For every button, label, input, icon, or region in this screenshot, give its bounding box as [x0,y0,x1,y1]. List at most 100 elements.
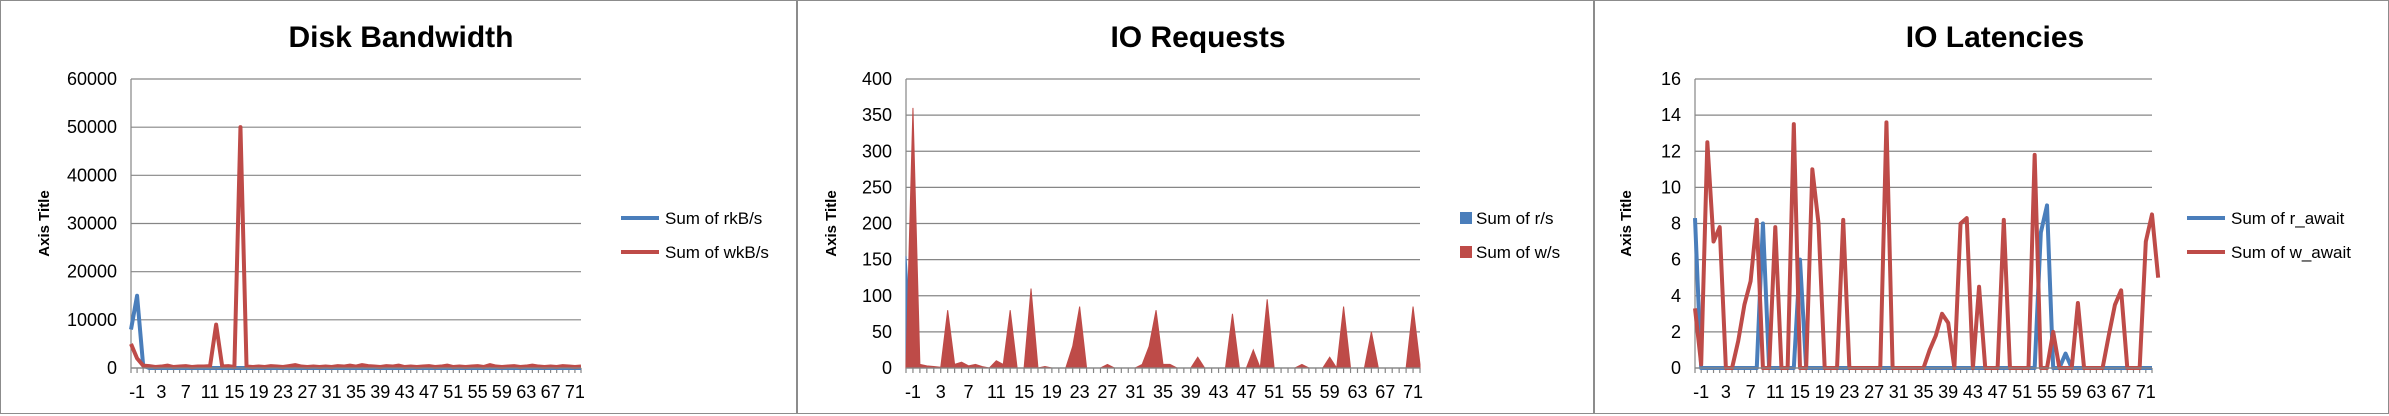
io-requests-x-tick-label: 3 [936,382,946,402]
io-latencies-y-tick-label: 2 [1671,322,1681,342]
io-requests-x-tick-label: 59 [1320,382,1340,402]
disk-bandwidth-x-tick-label: 71 [565,382,585,402]
io-latencies-x-tick-label: 3 [1721,382,1731,402]
disk-bandwidth-x-tick-label: 51 [443,382,463,402]
io-latencies-x-tick-label: 11 [1766,382,1785,402]
disk-bandwidth-y-tick-label: 40000 [67,165,117,185]
io-latencies-x-tick-label: 7 [1746,382,1756,402]
io-latencies-y-tick-label: 8 [1671,214,1681,234]
io-requests-legend-swatch [1460,246,1472,258]
io-requests-x-tick-label: 63 [1347,382,1367,402]
disk-bandwidth-x-tick-label: 3 [156,382,166,402]
io-latencies-x-tick-label: 43 [1963,382,1983,402]
disk-bandwidth-x-tick-label: 63 [516,382,536,402]
disk-bandwidth-legend-label: Sum of wkB/s [665,243,769,262]
io-latencies-x-tick-label: 59 [2062,382,2082,402]
io-requests-chart: IO Requests Axis Title 0 50 100 150 200 250 300 3… [823,21,1560,402]
disk-bandwidth-y-tick-label: 20000 [67,262,117,282]
io-latencies-y-tick-label: 16 [1661,69,1681,89]
io-requests-x-tick-label: 19 [1042,382,1062,402]
io-latencies-x-tick-label: 47 [1988,382,2008,402]
disk-bandwidth-x-tick-label: 7 [181,382,191,402]
io-latencies-y-tick-label: 4 [1671,286,1681,306]
io-requests-title: IO Requests [1110,21,1285,54]
io-latencies-x-tick-label: 63 [2086,382,2106,402]
io-requests-y-axis-title: Axis Title [823,190,840,256]
io-latencies-x-tick-label: 31 [1889,382,1909,402]
disk-bandwidth-y-tick-label: 30000 [67,214,117,234]
io-latencies-x-tick-label: -1 [1693,382,1709,402]
disk-bandwidth-x-tick-label: 27 [297,382,317,402]
io-requests-x-tick-label: 43 [1209,382,1229,402]
disk-bandwidth-y-axis-title: Axis Title [36,190,53,256]
io-latencies-y-tick-label: 10 [1661,177,1681,197]
io-requests-series-2-area [905,107,1421,370]
disk-bandwidth-x-tick-label: 43 [395,382,415,402]
io-latencies-y-tick-label: 12 [1661,141,1681,161]
disk-bandwidth-legend-label: Sum of rkB/s [665,209,762,228]
io-requests-legend-swatch [1460,212,1472,224]
io-requests-x-tick-label: -1 [905,382,921,402]
io-latencies-x-tick-label: 67 [2111,382,2131,402]
io-latencies-legend-label: Sum of w_await [2231,243,2351,262]
disk-bandwidth-x-tick-label: 55 [468,382,488,402]
disk-bandwidth-y-tick-label: 50000 [67,117,117,137]
io-latencies-y-tick-label: 0 [1671,358,1681,378]
io-requests-y-tick-label: 400 [862,69,892,89]
disk-bandwidth-x-tick-label: 23 [273,382,293,402]
io-requests-x-tick-label: 15 [1014,382,1034,402]
io-latencies-x-tick-label: 23 [1839,382,1859,402]
disk-bandwidth-x-tick-label: 11 [201,382,220,402]
disk-bandwidth-title: Disk Bandwidth [288,21,513,54]
io-latencies-x-tick-label: 39 [1938,382,1958,402]
io-latencies-legend-label: Sum of r_await [2231,209,2345,228]
io-latencies-series-2-line [1693,120,2161,370]
io-requests-x-tick-label: 71 [1403,382,1423,402]
io-requests-x-tick-label: 55 [1292,382,1312,402]
disk-bandwidth-panel: Disk Bandwidth Axis Title 0 10000 20000 30000… [0,0,797,414]
io-requests-x-tick-label: 47 [1236,382,1256,402]
io-latencies-x-tick-label: 35 [1913,382,1933,402]
disk-bandwidth-x-tick-label: 47 [419,382,439,402]
disk-bandwidth-y-tick-label: 10000 [67,310,117,330]
io-requests-y-tick-label: 250 [862,177,892,197]
io-latencies-x-tick-label: 27 [1864,382,1884,402]
io-latencies-y-tick-label: 6 [1671,250,1681,270]
io-requests-x-tick-label: 27 [1097,382,1117,402]
disk-bandwidth-series-2-line [129,125,582,370]
io-latencies-panel: IO Latencies Axis Title 0 2 4 6 8 10 12 14 16 -1 3 7 1… [1594,0,2389,414]
io-latencies-title: IO Latencies [1906,21,2084,54]
io-requests-x-tick-label: 31 [1125,382,1145,402]
io-requests-y-tick-label: 0 [882,358,892,378]
io-latencies-y-tick-label: 14 [1661,105,1681,125]
disk-bandwidth-x-tick-label: 59 [492,382,512,402]
io-requests-y-tick-label: 200 [862,214,892,234]
disk-bandwidth-x-tick-label: 19 [249,382,269,402]
disk-bandwidth-series-1-line [129,293,581,370]
disk-bandwidth-x-tick-label: 15 [224,382,244,402]
io-requests-y-tick-label: 150 [862,250,892,270]
io-requests-x-tick-label: 39 [1181,382,1201,402]
io-requests-x-tick-label: 67 [1375,382,1395,402]
disk-bandwidth-x-tick-label: 67 [541,382,561,402]
io-requests-panel: IO Requests Axis Title 0 50 100 150 200 250 300 3… [797,0,1594,414]
io-requests-legend-label: Sum of r/s [1476,209,1553,228]
disk-bandwidth-y-tick-label: 60000 [67,69,117,89]
io-latencies-x-tick-label: 71 [2136,382,2156,402]
io-requests-x-tick-label: 7 [964,382,974,402]
io-requests-y-tick-label: 350 [862,105,892,125]
disk-bandwidth-y-tick-label: 0 [107,358,117,378]
io-requests-y-tick-label: 100 [862,286,892,306]
io-requests-x-tick-label: 23 [1070,382,1090,402]
io-requests-x-tick-label: 35 [1153,382,1173,402]
io-latencies-x-tick-label: 15 [1790,382,1810,402]
disk-bandwidth-x-tick-label: 31 [322,382,342,402]
disk-bandwidth-x-tick-label: -1 [129,382,145,402]
io-latencies-x-tick-label: 55 [2037,382,2057,402]
disk-bandwidth-x-tick-label: 35 [346,382,366,402]
io-requests-x-tick-label: 11 [987,382,1006,402]
disk-bandwidth-x-tick-label: 39 [370,382,390,402]
io-latencies-x-tick-label: 51 [2012,382,2032,402]
io-latencies-y-axis-title: Axis Title [1618,190,1635,256]
